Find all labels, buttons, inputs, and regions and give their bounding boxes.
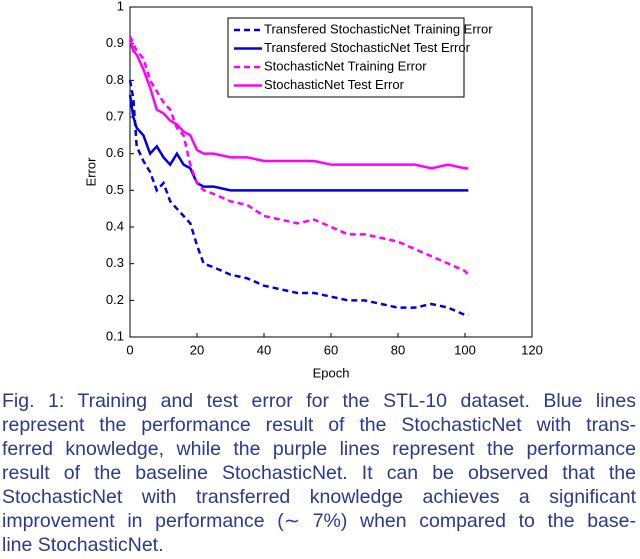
caption-line: line StochasticNet.: [2, 534, 164, 556]
y-tick-label: 0.9: [106, 35, 124, 50]
x-axis-label: Epoch: [313, 365, 350, 380]
y-tick-label: 0.7: [106, 108, 124, 123]
legend-label: Transfered StochasticNet Test Error: [264, 40, 471, 55]
series-line: [128, 35, 470, 276]
x-tick-label: 20: [190, 342, 204, 357]
caption-line: ferred knowledge, while the purple lines…: [2, 438, 636, 460]
caption-line: represent the performance result of the …: [2, 414, 636, 436]
y-tick-label: 0.6: [106, 145, 124, 160]
legend-box: [227, 17, 465, 98]
legend-label: StochasticNet Training Error: [264, 58, 427, 73]
x-tick-label: 100: [454, 342, 476, 357]
legend-label: Transfered StochasticNet Training Error: [264, 21, 493, 36]
caption-line: StochasticNet with transferred knowledge…: [2, 486, 636, 508]
series-line: [128, 80, 469, 317]
y-axis-label: Error: [83, 157, 98, 187]
caption-line: result of the baseline StochasticNet. It…: [2, 462, 636, 484]
x-tick-label: 60: [324, 342, 338, 357]
y-tick-label: 0.3: [106, 255, 124, 270]
series-line: [128, 94, 469, 192]
y-tick-label: 0.1: [106, 328, 124, 343]
chart: Epoch Error 0 20 40 60 80 100 120 0.1 0.2 0.3 0.4 0…: [83, 0, 543, 380]
y-tick-label: 0.5: [106, 182, 124, 197]
y-tick-label: 0.8: [106, 72, 124, 87]
caption-line: improvement in performance (∼ 7%) when c…: [2, 510, 636, 532]
x-tick-label: 80: [391, 342, 405, 357]
series-line: [128, 39, 469, 170]
caption-line: Fig. 1: Training and test error for the …: [2, 390, 636, 412]
legend-label: StochasticNet Test Error: [264, 77, 405, 92]
y-tick-label: 0.4: [106, 218, 124, 233]
x-tick-label: 0: [126, 342, 133, 357]
y-tick-label: 1: [117, 0, 124, 13]
y-tick-label: 0.2: [106, 292, 124, 307]
x-tick-label: 40: [257, 342, 271, 357]
x-tick-label: 120: [521, 342, 543, 357]
